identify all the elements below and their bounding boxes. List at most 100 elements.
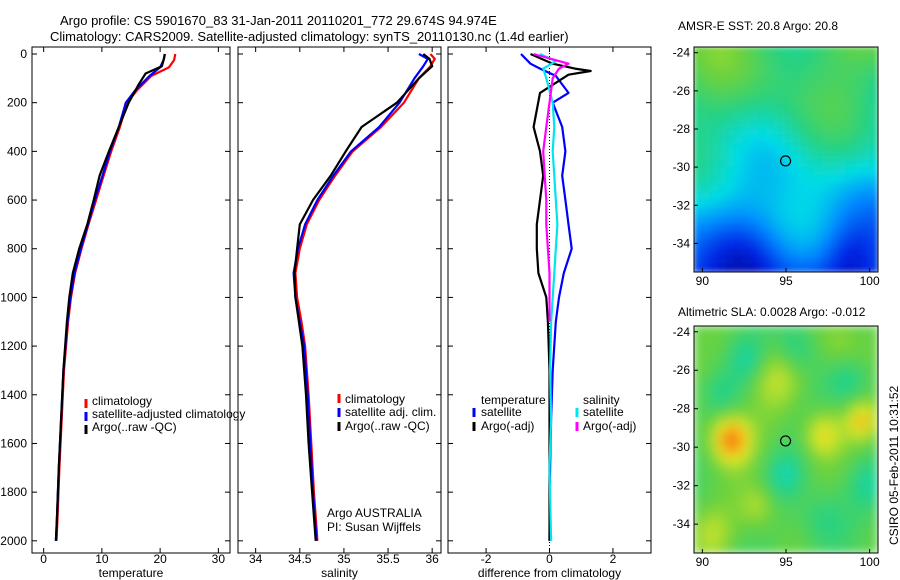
map-cell — [845, 142, 855, 152]
map-cell — [749, 430, 759, 440]
map-cell — [701, 94, 711, 104]
map-cell — [853, 390, 863, 400]
map-cell — [861, 398, 871, 408]
map-cell — [869, 142, 878, 152]
map-cell — [813, 78, 823, 88]
map-cell — [741, 544, 751, 553]
map-cell — [781, 263, 791, 272]
map-cell — [709, 544, 719, 553]
x-tick-label: 2 — [610, 552, 617, 566]
map-cell — [717, 447, 727, 457]
map-cell — [813, 94, 823, 104]
map-cell — [869, 430, 878, 440]
map-cell — [861, 544, 871, 553]
map-cell — [694, 544, 703, 553]
map-cell — [861, 47, 871, 56]
map-cell — [701, 495, 711, 505]
map-cell — [821, 207, 831, 217]
map-cell — [789, 126, 799, 136]
map-cell — [797, 528, 807, 538]
map-cell — [717, 167, 727, 177]
map-cell — [781, 520, 791, 530]
map-cell — [733, 247, 743, 257]
map-cell — [765, 463, 775, 473]
map-cell — [845, 223, 855, 233]
map-cell — [813, 247, 823, 257]
x-tick-label: 35 — [337, 552, 351, 566]
map-cell — [741, 167, 751, 177]
map-cell — [694, 471, 703, 481]
map-cell — [821, 94, 831, 104]
map-cell — [853, 231, 863, 241]
map-cell — [694, 495, 703, 505]
map-cell — [861, 231, 871, 241]
map-cell — [853, 487, 863, 497]
map-cell — [733, 263, 743, 272]
map-cell — [805, 406, 815, 416]
map-cell — [709, 54, 719, 64]
map-cell — [821, 503, 831, 513]
map-cell — [845, 175, 855, 185]
map-cell — [709, 247, 719, 257]
map-cell — [733, 231, 743, 241]
map-cell — [861, 390, 871, 400]
map-cell — [773, 102, 783, 112]
map-cell — [733, 62, 743, 72]
map-cell — [765, 191, 775, 201]
map-cell — [829, 159, 839, 169]
map-cell — [717, 191, 727, 201]
map-cell — [813, 357, 823, 368]
map-x-tick-label: 90 — [696, 274, 710, 288]
map-cell — [837, 349, 847, 359]
map-cell — [733, 110, 743, 120]
map-cell — [733, 167, 743, 177]
series-line-satellite-adjusted-climatology — [54, 53, 166, 541]
map-cell — [749, 382, 759, 392]
map-cell — [821, 118, 831, 128]
map-cell — [789, 536, 799, 546]
map-cell — [861, 207, 871, 217]
map-cell — [733, 357, 743, 368]
map-cell — [781, 62, 791, 72]
map-cell — [694, 382, 703, 392]
map-cell — [845, 54, 855, 64]
map-cell — [813, 54, 823, 64]
map-cell — [741, 159, 751, 169]
map-cell — [861, 455, 871, 465]
map-cell — [845, 199, 855, 209]
series-line-argo-raw-qc- — [293, 53, 434, 541]
csiro-timestamp: CSIRO 05-Feb-2011 10:31:52 — [887, 385, 900, 545]
map-cell — [829, 511, 839, 522]
map-cell — [733, 511, 743, 522]
map-cell — [821, 511, 831, 522]
map-cell — [773, 199, 783, 209]
map-cell — [701, 390, 711, 400]
temperature-legend: climatology satellite-adjusted climatolo… — [84, 394, 245, 434]
map-cell — [837, 382, 847, 392]
map-cell — [869, 414, 878, 424]
map-cell — [741, 520, 751, 530]
map-cell — [725, 430, 735, 440]
map-cell — [789, 398, 799, 408]
map-cell — [733, 159, 743, 169]
map-cell — [829, 414, 839, 424]
map-cell — [749, 511, 759, 522]
map-cell — [757, 47, 767, 56]
map-cell — [741, 333, 751, 343]
map-cell — [845, 471, 855, 481]
map-cell — [853, 333, 863, 343]
map-cell — [821, 487, 831, 497]
map-cell — [701, 422, 711, 432]
map-cell — [725, 503, 735, 513]
map-cell — [733, 150, 743, 160]
map-cell — [845, 390, 855, 400]
map-cell — [845, 159, 855, 169]
map-cell — [717, 255, 727, 265]
map-cell — [765, 511, 775, 522]
map-cell — [853, 102, 863, 112]
map-cell — [853, 398, 863, 408]
x-tick-label: 34 — [249, 552, 263, 566]
map-cell — [749, 167, 759, 177]
map-cell — [813, 159, 823, 169]
map-cell — [773, 159, 783, 169]
